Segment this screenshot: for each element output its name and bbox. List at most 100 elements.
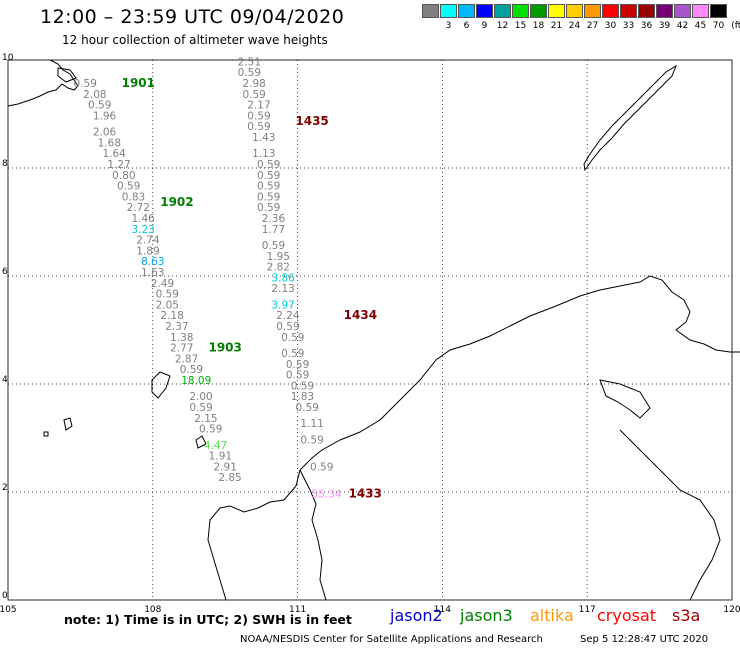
legend-swatch [530,4,547,18]
legend-label: 39 [658,21,671,31]
wave-height-value: 2.51 [238,56,261,68]
track-time-label: 1903 [208,341,241,355]
y-tick-label: 2 [2,483,8,493]
wave-height-value: 2.36 [262,213,286,225]
wave-height-value: 0.59 [242,89,265,101]
wave-height-value: 2.82 [267,262,290,274]
legend-swatch [710,4,727,18]
wave-height-value: 0.59 [281,332,304,344]
wave-height-value: 0.59 [300,434,323,446]
track-time-label: 1901 [122,76,155,90]
wave-height-value: 2.49 [151,278,174,290]
coastline-vietnam [7,59,79,107]
wave-height-value: 0.59 [296,402,319,414]
wave-height-value: 2.24 [276,310,300,322]
legend-swatch [494,4,511,18]
x-tick-label: 120 [723,605,740,615]
wave-height-value: 2.98 [242,78,265,90]
island-small-1 [43,431,49,437]
x-tick-label: 105 [0,605,17,615]
coastline-borneo-sw [207,469,301,601]
y-tick-label: 10 [2,53,14,63]
x-tick-label: 108 [144,605,161,615]
y-tick-label: 4 [2,375,8,385]
legend-unit: (ft) [731,21,740,31]
coastline-palawan [583,64,678,172]
wave-height-value: 1.68 [98,137,121,149]
wave-height-value: 0.83 [122,191,145,203]
legend-swatch [620,4,637,18]
wave-height-value: 2.15 [194,413,217,425]
wave-height-value: 0.59 [180,364,203,376]
island-con-dao [57,67,77,83]
track-time-label: 1434 [344,308,377,322]
wave-height-value: 0.59 [247,110,270,122]
legend-label: 24 [568,21,581,31]
wave-height-value: 0.59 [257,159,280,171]
credit-text: NOAA/NESDIS Center for Satellite Applica… [240,634,543,645]
wave-height-value: 1.63 [141,267,164,279]
coastline-borneo-s [299,469,327,601]
coastline [7,59,740,601]
y-tick-label: 8 [2,159,8,169]
wave-height-value: 1.64 [102,148,126,160]
wave-height-value: 0.59 [286,370,309,382]
island-small-2 [195,435,207,449]
wave-height-value: 0.59 [199,424,222,436]
legend-swatch [458,4,475,18]
wave-height-value: 0.59 [291,380,314,392]
legend-swatch [422,4,439,18]
wave-height-value: 0.59 [281,348,304,360]
wave-height-value: 0.59 [257,181,280,193]
legend-label: 21 [550,21,563,31]
legend-swatch [548,4,565,18]
wave-height-value: 0.59 [189,402,212,414]
x-tick-label: 117 [579,605,596,615]
wave-height-value: 0.59 [257,202,280,214]
wave-height-value: 2.77 [170,343,193,355]
altimeter-tracks: 0.592.080.591.962.061.681.641.2719010.80… [74,56,382,500]
satellite-altika: altika [530,606,574,625]
wave-height-value: 0.59 [238,67,261,79]
wave-height-value: 2.08 [83,89,106,101]
wave-height-value: 0.59 [247,121,270,133]
x-tick-label: 114 [434,605,451,615]
wave-height-value: 1.96 [93,110,117,122]
legend-swatch [584,4,601,18]
axis-labels: 105 108 111 114 117 120 0 2 4 6 8 10 [0,53,740,615]
wave-height-value: 1.46 [131,213,155,225]
wave-height-value: 2.18 [160,310,183,322]
wave-height-value: 1.95 [267,251,290,263]
wave-height-value: 2.17 [247,100,270,112]
wave-height-value: 0.80 [112,170,135,182]
y-tick-label: 6 [2,267,8,277]
wave-height-value: 1.27 [107,159,130,171]
legend-label: 27 [586,21,599,31]
legend-swatch [566,4,583,18]
legend-label: 45 [694,21,707,31]
wave-height-value: 1.38 [170,332,193,344]
wave-height-value: 0.59 [156,289,179,301]
legend-label: 18 [532,21,545,31]
wave-height-value: 0.59 [88,100,111,112]
page-subtitle: 12 hour collection of altimeter wave hei… [62,33,328,47]
legend-swatch [674,4,691,18]
wave-height-value: 1.13 [252,148,275,160]
wave-height-value: 0.59 [310,461,333,473]
wave-height-value: 2.13 [271,283,294,295]
legend-label: 42 [676,21,689,31]
wave-height-value: 2.85 [218,472,241,484]
wave-height-value: 2.91 [214,461,237,473]
grid-lines [7,59,733,601]
legend-swatch [476,4,493,18]
coastline-borneo [299,275,740,471]
legend-label: 70 [712,21,725,31]
legend-label: 6 [463,21,470,31]
footnote: note: 1) Time is in UTC; 2) SWH is in fe… [64,612,352,627]
satellite-s3a: s3a [672,606,701,625]
wave-height-value: 0.59 [286,359,309,371]
wave-height-value: 0.59 [117,181,140,193]
legend-label: 36 [640,21,653,31]
wave-height-value: 2.00 [189,391,212,403]
